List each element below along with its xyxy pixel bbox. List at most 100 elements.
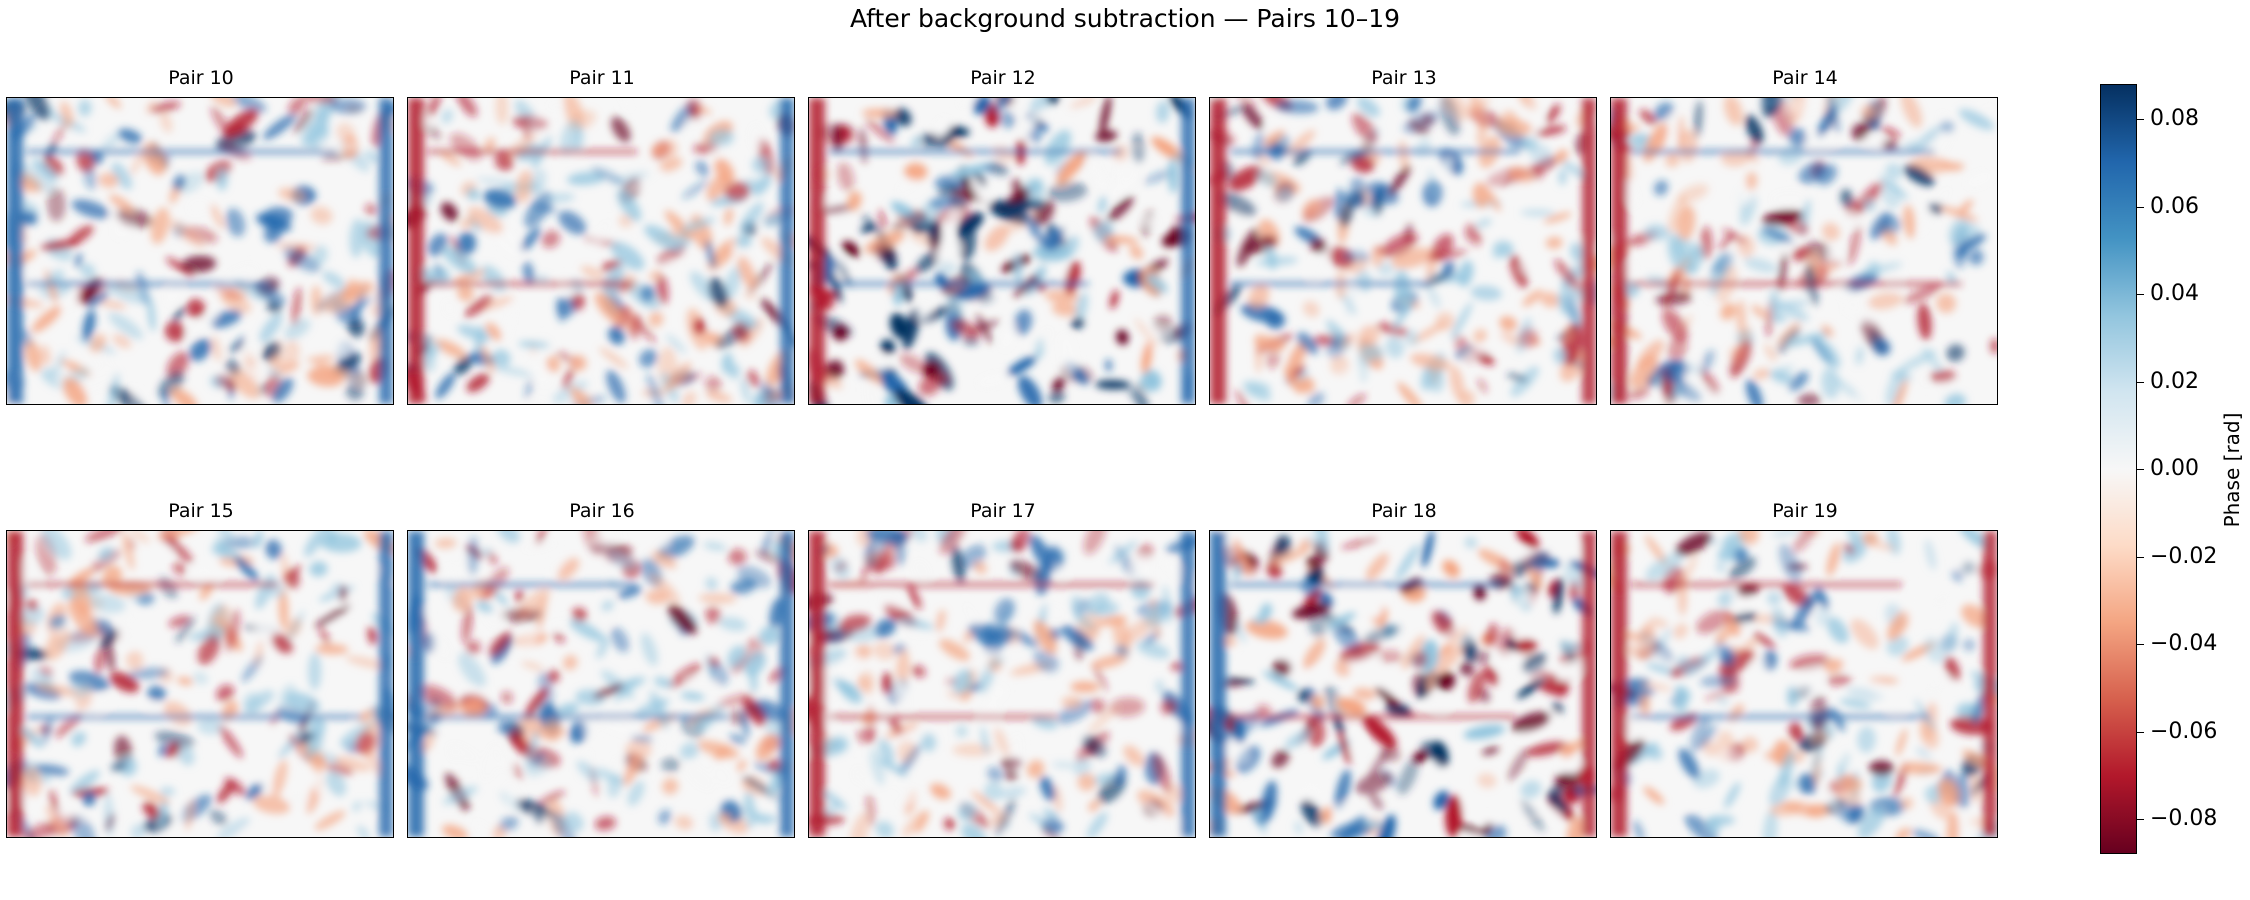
heatmap-blob [593,683,624,699]
heatmap-blob [1309,237,1327,254]
heatmap-blob [441,824,469,837]
heatmap-blob [310,206,333,225]
heatmap-blob [1664,360,1689,383]
heatmap-blob [856,728,877,744]
heatmap-blob [1900,796,1914,810]
heatmap-blob [907,584,922,610]
heatmap-blob [658,809,672,825]
heatmap-blob [1857,292,1874,323]
heatmap-blob [1107,196,1134,222]
heatmap-blob [108,282,151,304]
heatmap-blob [1738,531,1759,545]
heatmap-blob [1442,559,1460,578]
heatmap-blob [1146,218,1161,225]
heatmap-blob [1823,658,1844,673]
heatmap-blob [210,98,237,108]
heatmap-blob [1425,692,1447,713]
heatmap-blob [1811,607,1832,627]
heatmap-blob [1375,687,1400,708]
heatmap-blob [1650,648,1673,667]
heatmap-blob [836,162,855,192]
heatmap-blob [529,399,549,404]
heatmap-blob [215,374,234,389]
heatmap-blob [1242,103,1264,130]
heatmap-blob [521,541,558,552]
heatmap-blob [1090,698,1106,714]
heatmap-blob [858,127,868,164]
heatmap-blob [218,288,252,314]
heatmap-blob [566,171,606,186]
heatmap-blob [879,209,886,230]
heatmap-blob [971,790,1001,815]
heatmap-blob [1556,659,1591,681]
heatmap-blob [1153,315,1173,332]
heatmap-image [408,98,794,404]
heatmap-blob [71,731,87,747]
heatmap-blob [1903,204,1916,239]
colorbar-tick [2137,644,2144,645]
heatmap-blob [627,168,664,193]
heatmap-blob [743,292,757,300]
heatmap-blob [1520,259,1533,274]
heatmap-blob [1732,611,1757,624]
heatmap-blob [1509,254,1528,289]
heatmap-blob [1857,805,1885,837]
heatmap-blob [111,162,133,190]
heatmap-blob [651,550,677,569]
heatmap-blob [1630,354,1658,389]
heatmap-blob [1300,781,1324,801]
heatmap-blob [547,670,560,684]
heatmap-blob [1442,260,1455,278]
heatmap-blob [1499,558,1514,592]
heatmap-blob [1083,531,1107,555]
heatmap-blob [736,759,747,772]
heatmap-blob [536,531,547,546]
heatmap-blob [1821,222,1840,241]
heatmap-blob [426,98,441,118]
heatmap-blob [476,600,494,614]
heatmap-blob [1644,224,1670,241]
heatmap-blob [91,344,116,376]
heatmap-blob [338,585,348,602]
heatmap-blob [333,337,349,356]
heatmap-blob [994,597,1015,624]
heatmap-blob [541,230,561,249]
heatmap-blob [1421,114,1435,126]
heatmap-blob [1481,746,1500,756]
heatmap-blob [1964,170,1995,189]
heatmap-blob [847,191,862,211]
heatmap-blob [680,692,705,701]
heatmap-blob [961,823,987,837]
heatmap-blob [1745,171,1758,191]
heatmap-blob [457,652,487,688]
heatmap-blob [1265,350,1281,369]
heatmap-blob [1899,762,1942,775]
heatmap-blob [345,382,364,401]
heatmap-blob [434,538,457,549]
heatmap-blob [168,615,190,628]
heatmap-edge-right [379,531,393,837]
heatmap-blob [651,143,665,158]
heatmap-blob [650,573,680,604]
heatmap-blob [1435,311,1455,331]
heatmap-blob [1868,760,1894,776]
heatmap-blob [1052,377,1065,392]
heatmap-blob [301,98,337,104]
heatmap-blob [210,309,242,328]
heatmap-blob [166,351,190,379]
heatmap-blob [1167,158,1178,194]
heatmap-blob [854,359,885,385]
heatmap-blob [1467,671,1486,704]
heatmap-blob [1743,639,1758,649]
heatmap-blob [284,318,311,340]
heatmap-blob [466,373,490,393]
heatmap-blob [454,356,473,375]
heatmap-blob [865,118,895,144]
heatmap-blob [259,313,283,343]
heatmap-blob [744,651,766,677]
heatmap-blob [172,174,186,191]
heatmap-blob [1946,811,1960,837]
heatmap-blob [1116,329,1129,345]
heatmap-blob [825,360,845,380]
heatmap-blob [1923,637,1946,664]
